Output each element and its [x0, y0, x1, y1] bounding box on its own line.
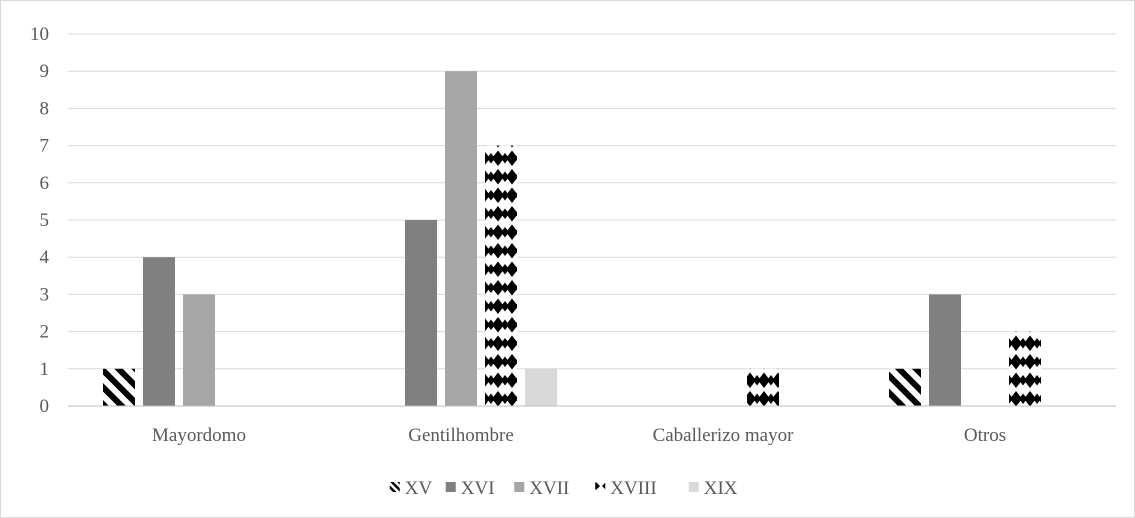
legend-item-xviii: XVIII: [595, 478, 657, 499]
y-tick-label: 4: [40, 247, 50, 268]
bar-xvii-mayordomo: [183, 294, 215, 406]
legend-item-xvii: XVII: [514, 478, 569, 499]
x-category-label: Mayordomo: [152, 425, 246, 446]
bar-xix-gentilhombre: [525, 368, 557, 406]
bar-xv-otros: [889, 368, 921, 406]
y-tick-label: 5: [40, 210, 50, 231]
y-tick-label: 9: [40, 61, 50, 82]
legend-swatch: [514, 482, 525, 492]
y-tick-label: 1: [40, 359, 50, 380]
legend-swatch: [445, 482, 456, 492]
y-tick-label: 0: [40, 396, 50, 417]
legend-item-xvi: XVI: [445, 478, 495, 499]
legend-item-xv: XV: [389, 478, 433, 499]
x-category-label: Gentilhombre: [408, 425, 514, 446]
legend-label: XV: [405, 478, 433, 499]
legend-item-xix: XIX: [688, 478, 738, 499]
x-category-label: Otros: [964, 425, 1006, 446]
legend-label: XVII: [529, 478, 569, 499]
legend-label: XVI: [461, 478, 495, 499]
bar-xviii-gentilhombre: [485, 145, 517, 406]
bar-xvi-gentilhombre: [405, 220, 437, 406]
legend-label: XIX: [704, 478, 738, 499]
legend-label: XVIII: [610, 478, 656, 499]
y-tick-label: 2: [40, 322, 50, 343]
legend-swatch: [389, 482, 400, 492]
bar-xvi-otros: [929, 294, 961, 406]
legend-swatch: [595, 482, 606, 492]
bar-xviii-otros: [1009, 331, 1041, 406]
bar-xvi-mayordomo: [143, 257, 175, 406]
y-tick-label: 10: [30, 24, 49, 45]
bar-xv-mayordomo: [103, 368, 135, 406]
bar-xvii-gentilhombre: [445, 71, 477, 406]
y-tick-label: 6: [40, 173, 50, 194]
y-tick-label: 3: [40, 284, 50, 305]
y-tick-label: 7: [40, 136, 50, 157]
bar-xviii-caballerizo-mayor: [747, 368, 779, 406]
legend-swatch: [688, 482, 699, 492]
x-category-label: Caballerizo mayor: [653, 425, 795, 446]
y-tick-label: 8: [40, 98, 50, 119]
